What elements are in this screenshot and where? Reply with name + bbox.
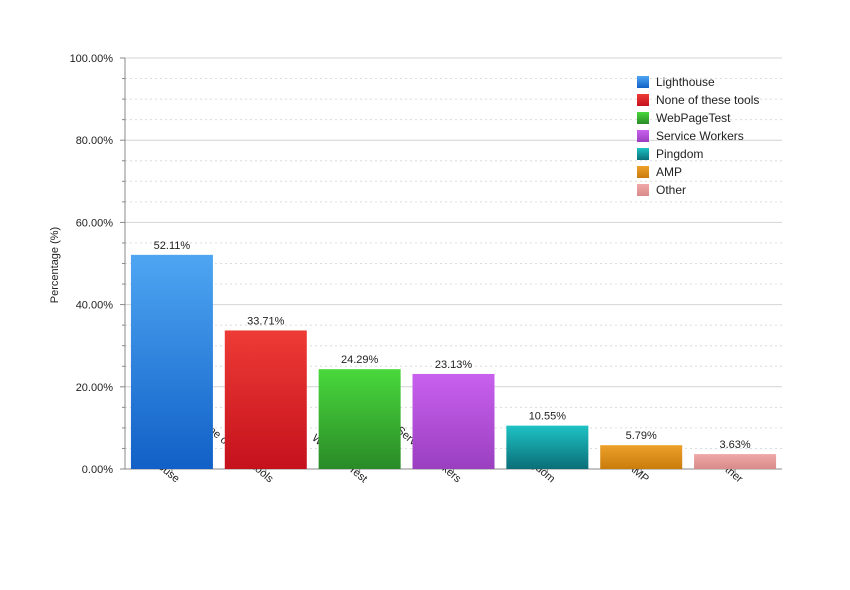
legend-label: None of these tools: [656, 93, 759, 107]
bar-webpagetest: [318, 369, 401, 469]
legend-swatch: [637, 166, 649, 178]
y-tick-label: 20.00%: [76, 382, 114, 394]
y-tick-label: 80.00%: [76, 135, 114, 147]
legend-label: WebPageTest: [656, 111, 731, 125]
bar-none-of-these-tools: [224, 330, 307, 469]
legend-label: AMP: [656, 165, 682, 179]
legend-label: Other: [656, 183, 686, 197]
y-tick-label: 40.00%: [76, 300, 114, 312]
legend-swatch: [637, 148, 649, 160]
legend-swatch: [637, 184, 649, 196]
bars: 52.11% 33.71% 24.29% 23.13% 10.55% 5.79% 3.63%: [130, 240, 777, 469]
bar-service-workers: [412, 373, 495, 469]
data-label: 3.63%: [719, 439, 750, 451]
legend-swatch: [637, 94, 649, 106]
legend-swatch: [637, 130, 649, 142]
grid-lines: [125, 57, 782, 449]
legend: Lighthouse None of these tools WebPageTest…: [637, 75, 759, 197]
bar-amp: [600, 445, 683, 469]
legend-swatch: [637, 112, 649, 124]
data-label: 10.55%: [529, 411, 567, 423]
y-tick-label: 100.00%: [70, 53, 114, 65]
data-label: 33.71%: [247, 315, 285, 327]
legend-label: Lighthouse: [656, 75, 715, 89]
data-label: 24.29%: [341, 354, 379, 366]
bar-pingdom: [506, 425, 589, 469]
data-label: 52.11%: [154, 240, 191, 252]
data-label: 5.79%: [626, 430, 657, 442]
legend-swatch: [637, 76, 649, 88]
y-axis-label: Percentage (%): [49, 227, 61, 303]
bar-other: [694, 454, 777, 469]
y-tick-label: 60.00%: [76, 217, 114, 229]
y-tick-label: 0.00%: [82, 464, 113, 476]
bar-lighthouse: [130, 254, 213, 469]
legend-label: Service Workers: [656, 129, 744, 143]
data-label: 23.13%: [435, 359, 473, 371]
legend-label: Pingdom: [656, 147, 703, 161]
